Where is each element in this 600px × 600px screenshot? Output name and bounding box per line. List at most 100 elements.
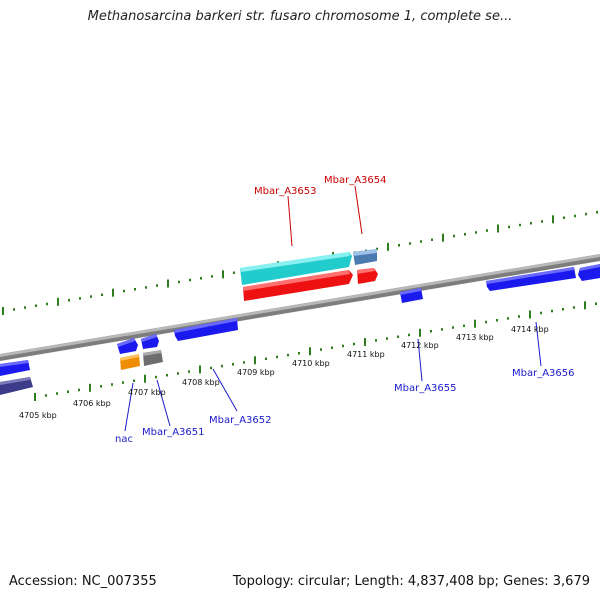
gene-label-a3653: Mbar_A3653 (254, 186, 317, 197)
gene-gray[interactable] (143, 350, 163, 366)
minor-tick (101, 293, 103, 296)
scale-label: 4712 kbp (401, 341, 439, 350)
gene-label-a3655: Mbar_A3655 (394, 383, 457, 394)
minor-tick (233, 271, 235, 274)
gene-labels: nac Mbar_A3651 Mbar_A3652 Mbar_A3653 Mba… (115, 175, 575, 445)
minor-tick (331, 346, 333, 349)
map-title: Methanosarcina barkeri str. fusaro chrom… (87, 9, 513, 24)
scale-label: 4705 kbp (19, 411, 57, 420)
minor-tick (518, 315, 520, 318)
gene-a3654-red[interactable] (357, 268, 378, 284)
scale-label: 4710 kbp (292, 359, 330, 368)
minor-tick (430, 330, 432, 333)
minor-tick (67, 390, 69, 393)
minor-tick (441, 328, 443, 331)
leader-lines (124, 185, 542, 432)
minor-tick (298, 352, 300, 355)
major-tick (199, 365, 201, 374)
minor-tick (585, 212, 587, 216)
minor-tick (573, 306, 575, 309)
gene-nac[interactable] (120, 354, 140, 370)
minor-tick (386, 337, 388, 340)
minor-tick (409, 242, 411, 245)
leader-line-nac (124, 382, 134, 432)
minor-tick (562, 308, 564, 311)
minor-tick (123, 289, 125, 293)
major-tick (2, 307, 4, 315)
major-tick (364, 338, 366, 346)
major-tick (497, 224, 499, 233)
minor-tick (145, 286, 147, 289)
gene-label-a3654: Mbar_A3654 (324, 175, 387, 186)
minor-tick (166, 374, 168, 377)
scale-label: 4713 kbp (456, 333, 494, 342)
minor-tick (90, 295, 92, 298)
minor-tick (408, 333, 410, 337)
gene-left-2[interactable] (0, 377, 33, 395)
minor-tick (211, 275, 213, 278)
minor-tick (111, 383, 113, 386)
minor-tick (210, 366, 212, 370)
minor-tick (397, 335, 399, 338)
major-tick (144, 374, 146, 383)
minor-tick (46, 302, 48, 306)
gene-label-a3651: Mbar_A3651 (142, 427, 205, 438)
minor-tick (156, 284, 158, 287)
minor-tick (420, 240, 422, 243)
gene-a3651[interactable] (141, 334, 159, 349)
gene-a3654[interactable] (353, 249, 377, 265)
gene-label-a3656: Mbar_A3656 (512, 368, 575, 379)
minor-tick (342, 344, 344, 348)
major-tick (387, 242, 389, 251)
minor-tick (177, 372, 179, 375)
major-tick (57, 297, 59, 306)
gene-right-edge[interactable] (578, 264, 600, 281)
minor-tick (551, 309, 553, 313)
minor-tick (287, 353, 289, 357)
minor-tick (78, 388, 80, 392)
scale-label: 4707 kbp (128, 388, 166, 397)
scale-label: 4711 kbp (347, 350, 385, 359)
major-tick (442, 233, 444, 242)
gene-left-1[interactable] (0, 360, 30, 376)
minor-tick (45, 394, 47, 397)
gene-a3652[interactable] (174, 318, 238, 341)
major-tick (34, 393, 36, 401)
minor-tick (265, 357, 267, 360)
major-tick (309, 347, 311, 356)
minor-tick (221, 364, 223, 368)
minor-tick (100, 385, 102, 388)
gene-a3650[interactable] (117, 338, 138, 354)
minor-tick (563, 216, 565, 219)
scale-label: 4706 kbp (73, 399, 111, 408)
gene-a3655[interactable] (400, 288, 423, 303)
minor-tick (540, 311, 542, 315)
accession-text: Accession: NC_007355 (9, 574, 157, 589)
minor-tick (276, 355, 278, 359)
minor-tick (596, 211, 598, 214)
minor-tick (200, 277, 202, 280)
major-tick (529, 310, 531, 319)
minor-tick (541, 220, 543, 223)
genome-backbone (0, 254, 600, 361)
minor-tick (431, 238, 433, 241)
minor-tick (133, 379, 135, 382)
gene-a3653-red[interactable] (243, 270, 353, 301)
minor-tick (496, 319, 498, 322)
minor-tick (595, 302, 597, 305)
major-tick (254, 356, 256, 365)
minor-tick (475, 231, 477, 234)
minor-tick (530, 222, 532, 225)
major-tick (419, 328, 421, 337)
gene-a3656[interactable] (486, 267, 576, 291)
gene-a3653[interactable] (240, 252, 352, 285)
minor-tick (79, 297, 81, 300)
minor-tick (189, 278, 191, 282)
minor-tick (134, 288, 136, 291)
minor-tick (24, 306, 26, 309)
minor-tick (13, 308, 15, 311)
major-tick (584, 301, 586, 310)
leader-line-a3653 (287, 195, 293, 247)
scale-label: 4708 kbp (182, 378, 220, 387)
minor-tick (320, 348, 322, 351)
